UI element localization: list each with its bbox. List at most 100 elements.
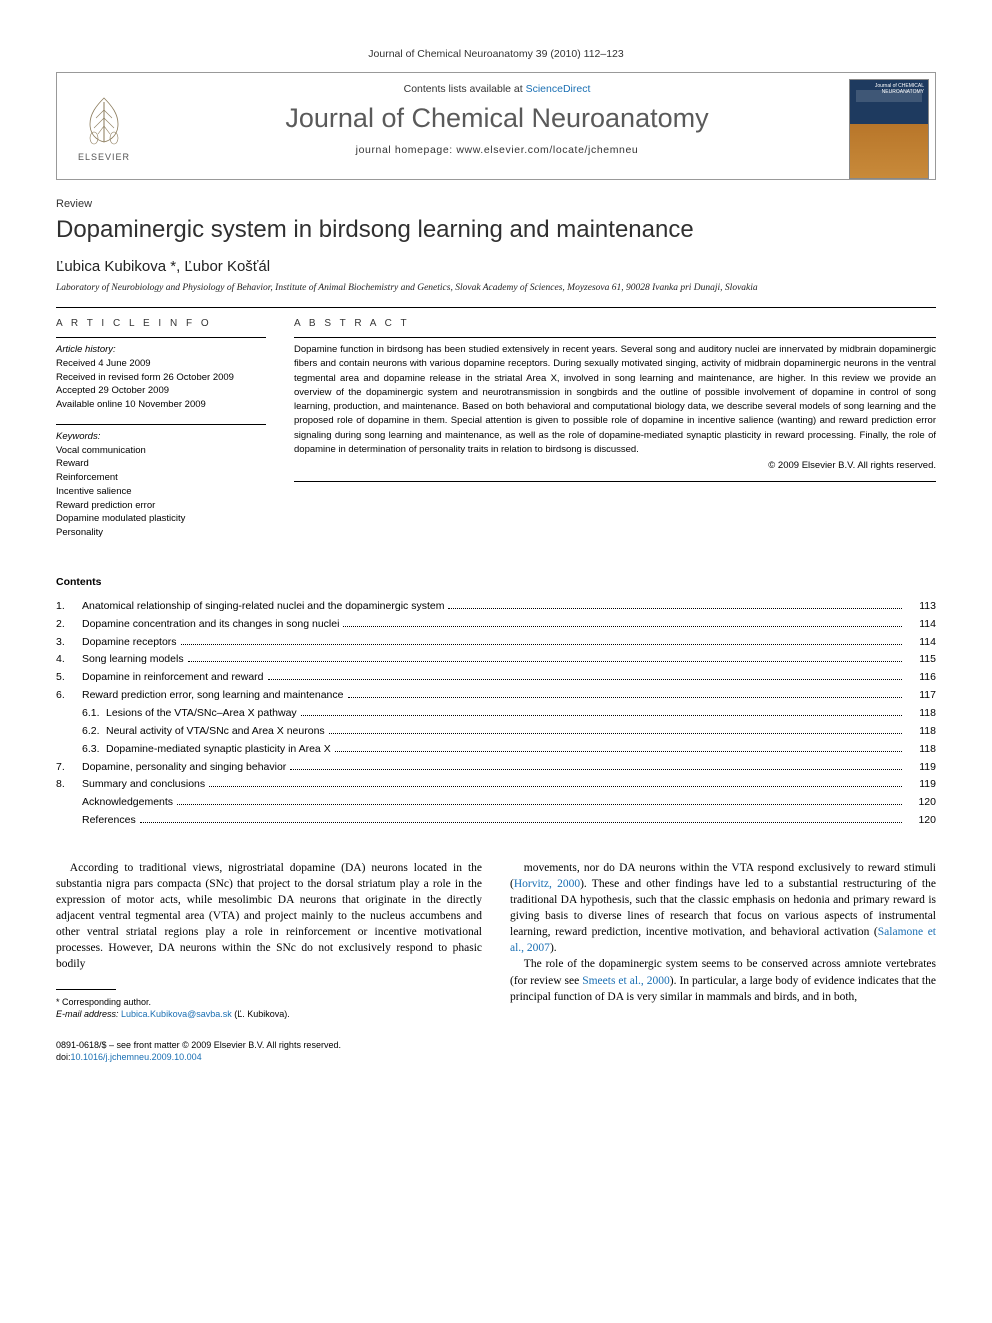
toc-number: 1. [56, 598, 82, 616]
toc-leader-dots [335, 751, 902, 752]
toc-row: 7.Dopamine, personality and singing beha… [56, 759, 936, 777]
abstract-column: A B S T R A C T Dopamine function in bir… [294, 318, 936, 552]
body-paragraph: The role of the dopaminergic system seem… [510, 956, 936, 1004]
sciencedirect-link[interactable]: ScienceDirect [526, 83, 591, 95]
keyword: Reinforcement [56, 472, 118, 483]
body-text: ). [550, 942, 557, 954]
body-columns: According to traditional views, nigrostr… [56, 860, 936, 1064]
toc-number: 6. [56, 687, 82, 705]
journal-header-box: ELSEVIER Contents lists available at Sci… [56, 72, 936, 180]
toc-page: 118 [906, 723, 936, 741]
toc-number: 6.3. [56, 741, 106, 759]
keyword: Incentive salience [56, 486, 132, 497]
keywords-title: Keywords: [56, 431, 100, 442]
toc-page: 116 [906, 669, 936, 687]
cover-title-text: Journal of CHEMICAL NEUROANATOMY [854, 84, 924, 95]
toc-page: 118 [906, 705, 936, 723]
article-title: Dopaminergic system in birdsong learning… [56, 216, 936, 244]
toc-number: 4. [56, 651, 82, 669]
toc-page: 117 [906, 687, 936, 705]
running-head: Journal of Chemical Neuroanatomy 39 (201… [56, 48, 936, 60]
toc-leader-dots [448, 608, 902, 609]
contents-available-line: Contents lists available at ScienceDirec… [145, 83, 849, 95]
toc-row: 3.Dopamine receptors 114 [56, 634, 936, 652]
divider [56, 307, 936, 308]
toc-page: 114 [906, 616, 936, 634]
toc-number: 7. [56, 759, 82, 777]
affiliation: Laboratory of Neurobiology and Physiolog… [56, 283, 936, 293]
toc-row: 1.Anatomical relationship of singing-rel… [56, 598, 936, 616]
article-type: Review [56, 198, 936, 210]
article-history-block: Article history: Received 4 June 2009 Re… [56, 337, 266, 412]
divider [294, 481, 936, 482]
history-line: Received in revised form 26 October 2009 [56, 372, 234, 383]
toc-number: 2. [56, 616, 82, 634]
doi-link[interactable]: 10.1016/j.jchemneu.2009.10.004 [71, 1052, 202, 1062]
publisher-name: ELSEVIER [78, 152, 130, 162]
toc-label: Dopamine concentration and its changes i… [82, 616, 339, 634]
toc-leader-dots [329, 733, 902, 734]
table-of-contents: 1.Anatomical relationship of singing-rel… [56, 598, 936, 830]
keywords-block: Keywords: Vocal communication Reward Rei… [56, 424, 266, 540]
toc-label: Dopamine, personality and singing behavi… [82, 759, 286, 777]
keyword: Dopamine modulated plasticity [56, 513, 185, 524]
abstract-copyright: © 2009 Elsevier B.V. All rights reserved… [294, 459, 936, 473]
abstract-body: Dopamine function in birdsong has been s… [294, 337, 936, 473]
toc-label: References [56, 812, 136, 830]
doi-prefix: doi: [56, 1052, 71, 1062]
toc-row: 5.Dopamine in reinforcement and reward 1… [56, 669, 936, 687]
toc-number: 6.2. [56, 723, 106, 741]
journal-title: Journal of Chemical Neuroanatomy [145, 103, 849, 134]
toc-row: 8.Summary and conclusions 119 [56, 776, 936, 794]
toc-leader-dots [268, 679, 902, 680]
toc-number: 5. [56, 669, 82, 687]
toc-page: 119 [906, 776, 936, 794]
toc-label: Summary and conclusions [82, 776, 205, 794]
keyword: Personality [56, 527, 103, 538]
toc-label: Acknowledgements [56, 794, 173, 812]
contents-heading: Contents [56, 576, 936, 588]
toc-leader-dots [301, 715, 902, 716]
abstract-heading: A B S T R A C T [294, 318, 936, 329]
abstract-text: Dopamine function in birdsong has been s… [294, 344, 936, 455]
toc-row: Acknowledgements 120 [56, 794, 936, 812]
toc-leader-dots [343, 626, 902, 627]
toc-label: Lesions of the VTA/SNc–Area X pathway [106, 705, 297, 723]
info-abstract-row: A R T I C L E I N F O Article history: R… [56, 318, 936, 552]
toc-label: Anatomical relationship of singing-relat… [82, 598, 444, 616]
elsevier-tree-icon [76, 92, 132, 148]
article-info-column: A R T I C L E I N F O Article history: R… [56, 318, 266, 552]
citation-link[interactable]: Smeets et al., 2000 [582, 975, 670, 987]
toc-label: Song learning models [82, 651, 184, 669]
journal-header-center: Contents lists available at ScienceDirec… [145, 73, 849, 162]
journal-homepage: journal homepage: www.elsevier.com/locat… [145, 144, 849, 156]
toc-label: Reward prediction error, song learning a… [82, 687, 344, 705]
toc-page: 118 [906, 741, 936, 759]
body-column-left: According to traditional views, nigrostr… [56, 860, 482, 1064]
toc-number: 3. [56, 634, 82, 652]
toc-label: Dopamine-mediated synaptic plasticity in… [106, 741, 331, 759]
corresponding-author: * Corresponding author. [56, 996, 482, 1009]
author-email-link[interactable]: Lubica.Kubikova@savba.sk [121, 1009, 232, 1019]
doi-line: doi:10.1016/j.jchemneu.2009.10.004 [56, 1051, 341, 1064]
keyword: Vocal communication [56, 445, 146, 456]
footnotes: * Corresponding author. E-mail address: … [56, 996, 482, 1021]
body-paragraph: According to traditional views, nigrostr… [56, 860, 482, 973]
toc-page: 120 [906, 794, 936, 812]
toc-leader-dots [209, 786, 902, 787]
toc-row: 6.1.Lesions of the VTA/SNc–Area X pathwa… [56, 705, 936, 723]
toc-row: 6.Reward prediction error, song learning… [56, 687, 936, 705]
toc-label: Neural activity of VTA/SNc and Area X ne… [106, 723, 325, 741]
contents-prefix: Contents lists available at [404, 83, 526, 95]
toc-number: 8. [56, 776, 82, 794]
toc-page: 120 [906, 812, 936, 830]
keyword: Reward [56, 458, 89, 469]
toc-leader-dots [290, 769, 902, 770]
toc-row: 4.Song learning models 115 [56, 651, 936, 669]
toc-row: 6.3.Dopamine-mediated synaptic plasticit… [56, 741, 936, 759]
toc-page: 114 [906, 634, 936, 652]
citation-link[interactable]: Horvitz, 2000 [514, 878, 580, 890]
toc-leader-dots [177, 804, 902, 805]
history-line: Accepted 29 October 2009 [56, 385, 169, 396]
authors: Ľubica Kubikova *, Ľubor Košťál [56, 258, 936, 275]
